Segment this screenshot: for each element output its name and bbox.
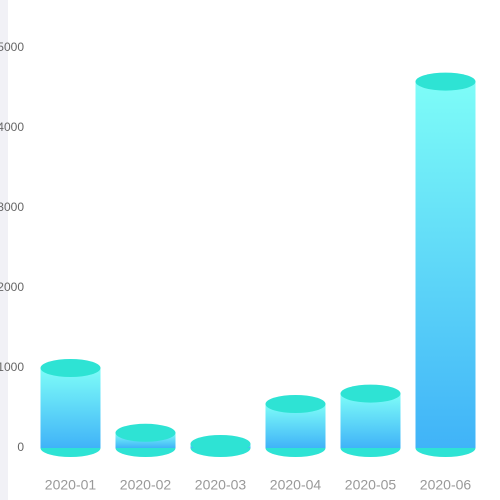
cylinder-top (265, 395, 326, 413)
x-tick-label: 2020-06 (420, 477, 472, 493)
cylinder-top (115, 423, 176, 442)
cylinder-body (415, 81, 476, 448)
y-tick-label: 0 (17, 440, 24, 454)
y-tick-label: 1000 (0, 360, 24, 374)
cylinder-top (190, 435, 251, 453)
y-tick-label: 2000 (0, 280, 24, 294)
x-tick-label: 2020-02 (120, 477, 172, 493)
side-strip (0, 0, 8, 500)
cylinder-top (415, 72, 476, 91)
x-tick-label: 2020-03 (195, 477, 247, 493)
cylinder-body (40, 368, 101, 448)
x-tick-label: 2020-01 (45, 477, 97, 493)
y-tick-label: 4000 (0, 120, 24, 134)
x-tick-label: 2020-05 (345, 477, 397, 493)
y-tick-label: 5000 (0, 40, 24, 54)
cylinder-top (40, 359, 101, 377)
x-tick-label: 2020-04 (270, 477, 322, 493)
y-tick-label: 3000 (0, 200, 24, 214)
cylinder-body (340, 393, 401, 448)
cylinder-top (340, 384, 401, 403)
